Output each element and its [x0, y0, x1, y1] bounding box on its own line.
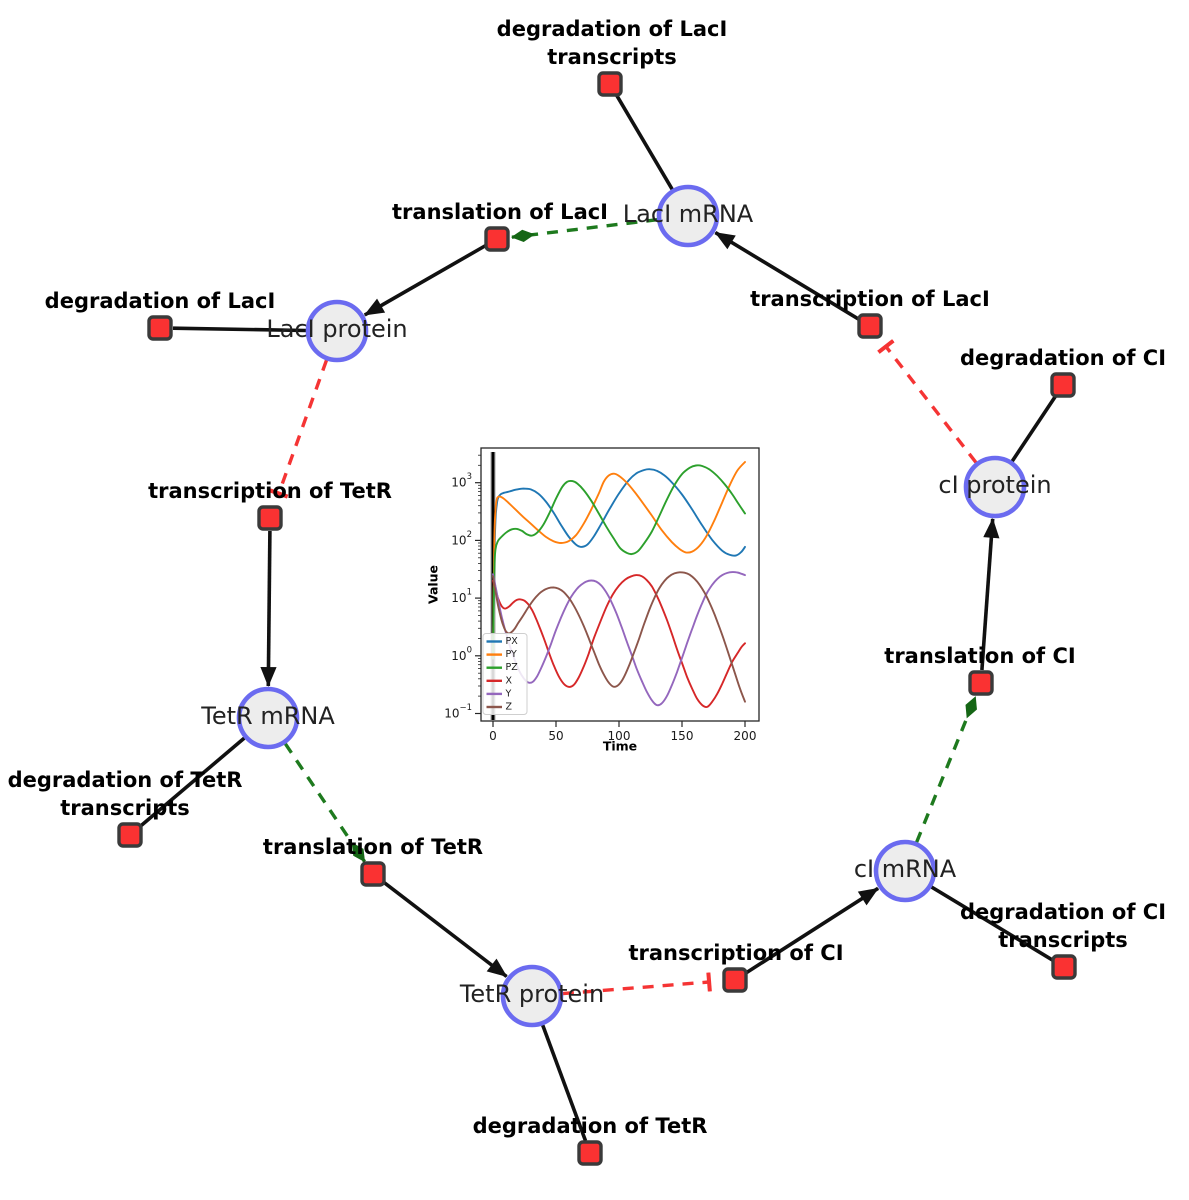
reaction-node-deg_tetr_tr: [117, 822, 143, 848]
species-node-tetr_protein: [500, 964, 564, 1028]
y-tick-exponent: 2: [467, 530, 472, 540]
edge-production-transcr_ci-ci_mrna: [744, 886, 880, 975]
reaction-node-transl_laci: [484, 226, 510, 252]
reaction-node-deg_ci: [1050, 372, 1076, 398]
y-tick-exponent: 3: [467, 472, 472, 482]
reaction-label-transl_tetr-line0: translation of TetR: [263, 835, 483, 859]
reaction-node-transl_tetr: [360, 861, 386, 887]
nodes-layer: [117, 71, 1077, 1166]
reaction-label-deg_ci_tr-line0: degradation of CI: [960, 900, 1166, 924]
chart-x-axis-label: Time: [603, 739, 637, 754]
chart-x-tick-label: 200: [734, 729, 757, 743]
reaction-label-transcr_ci-line0: transcription of CI: [628, 941, 843, 965]
reaction-label-deg_tetr_tr-line1: transcripts: [60, 796, 190, 820]
species-label-laci_mrna: LacI mRNA: [623, 200, 754, 228]
edge-consumption-tetr_mrna-deg_tetr_tr: [138, 736, 246, 828]
edge-modifier-ci_mrna-transl_ci: [915, 696, 977, 843]
chart-y-tick-label: 102: [451, 530, 472, 548]
chart-x-tick-label: 50: [548, 729, 563, 743]
chart-x-tick-label: 150: [671, 729, 694, 743]
legend-label-PX: PX: [506, 636, 519, 647]
edge-modifier-tetr_mrna-transl_tetr: [283, 742, 367, 863]
chart-frame: [480, 447, 760, 722]
reaction-label-deg_tetr_tr-line0: degradation of TetR: [8, 768, 243, 792]
chart-y-tick-label: 103: [451, 472, 472, 490]
chart-series-PY: [492, 461, 746, 660]
reaction-label-transl_ci-line0: translation of CI: [884, 644, 1075, 668]
reaction-node-transcr_ci: [722, 967, 748, 993]
reaction-label-deg_tetr-line0: degradation of TetR: [473, 1114, 708, 1138]
chart-y-tick-label: 10−1: [444, 703, 472, 721]
species-node-laci_protein: [305, 299, 369, 363]
chart-series-Z: [492, 571, 746, 703]
reaction-label-transl_laci-line0: translation of LacI: [392, 200, 608, 224]
edge-consumption-tetr_protein-deg_tetr: [541, 1024, 588, 1142]
y-tick-exponent: −1: [459, 703, 472, 713]
species-label-laci_protein: LacI protein: [266, 315, 407, 343]
legend-label-Y: Y: [505, 688, 512, 699]
chart-y-tick-label: 101: [451, 588, 472, 606]
reaction-label-deg_ci_tr-line1: transcripts: [998, 928, 1128, 952]
chart-y-tick-label: 100: [451, 645, 472, 663]
edge-inhibition-laci_protein-transcr_tetr: [269, 359, 329, 499]
y-tick-base: 10: [451, 591, 466, 605]
reaction-node-deg_tetr: [577, 1140, 603, 1166]
species-label-ci_protein: cI protein: [938, 471, 1051, 499]
reaction-node-deg_laci_tr: [597, 71, 623, 97]
legend-label-PZ: PZ: [506, 662, 519, 673]
reaction-label-deg_laci-line0: degradation of LacI: [45, 289, 276, 313]
y-tick-exponent: 0: [467, 645, 472, 655]
edge-consumption-laci_protein-deg_laci: [172, 326, 307, 333]
y-tick-base: 10: [444, 707, 459, 721]
species-label-tetr_mrna: TetR mRNA: [200, 702, 335, 730]
legend-label-X: X: [506, 675, 513, 686]
chart-series-PZ: [492, 464, 746, 660]
reaction-node-deg_ci_tr: [1051, 954, 1077, 980]
labels-layer: degradation of LacI transcripts translatio…: [8, 17, 1166, 1138]
reaction-label-deg_laci_tr-line1: transcripts: [547, 45, 677, 69]
species-label-ci_mrna: cI mRNA: [854, 855, 957, 883]
edge-production-transl_ci-ci_protein: [980, 518, 1000, 671]
edge-consumption-ci_protein-deg_ci: [1010, 394, 1058, 463]
edge-modifier-laci_mrna-transl_laci: [511, 218, 658, 242]
edge-production-transcr_laci-laci_mrna: [714, 231, 860, 321]
edge-consumption-ci_mrna-deg_ci_tr: [930, 885, 1054, 962]
y-tick-base: 10: [451, 533, 466, 547]
y-tick-base: 10: [451, 649, 466, 663]
reaction-label-transcr_laci-line0: transcription of LacI: [750, 287, 990, 311]
edges-layer: [138, 94, 1058, 1142]
chart-y-axis-label: Value: [426, 565, 441, 604]
edge-inhibition-ci_protein-transcr_laci: [877, 339, 978, 464]
y-tick-base: 10: [451, 476, 466, 490]
species-node-ci_protein: [963, 455, 1027, 519]
chart-series-PX: [492, 468, 746, 660]
chart-series-X: [492, 574, 746, 709]
chart-x-tick-label: 100: [608, 729, 631, 743]
chart-legend: PX PY PZ XYZ: [482, 633, 528, 715]
edge-production-transl_tetr-tetr_protein: [382, 880, 508, 978]
edge-production-transl_laci-laci_protein: [363, 243, 487, 317]
reaction-label-deg_laci_tr-line0: degradation of LacI: [497, 17, 728, 41]
chart-x-tick-label: 0: [489, 729, 497, 743]
legend-label-PY: PY: [506, 649, 518, 660]
reaction-label-deg_ci-line0: degradation of CI: [960, 346, 1166, 370]
legend-label-Z: Z: [506, 702, 513, 713]
reaction-node-transcr_laci: [857, 313, 883, 339]
reaction-node-deg_laci: [147, 315, 173, 341]
species-label-tetr_protein: TetR protein: [459, 980, 604, 1008]
y-tick-exponent: 1: [467, 588, 472, 598]
edge-inhibition-tetr_protein-transcr_ci: [562, 972, 712, 996]
species-node-tetr_mrna: [236, 686, 300, 750]
species-node-laci_mrna: [656, 184, 720, 248]
edge-consumption-laci_mrna-deg_laci_tr: [615, 94, 674, 191]
edge-production-transcr_tetr-tetr_mrna: [260, 530, 277, 687]
reaction-label-transcr_tetr-line0: transcription of TetR: [148, 479, 392, 503]
species-node-ci_mrna: [873, 839, 937, 903]
reaction-node-transcr_tetr: [257, 505, 283, 531]
reaction-node-transl_ci: [968, 670, 994, 696]
